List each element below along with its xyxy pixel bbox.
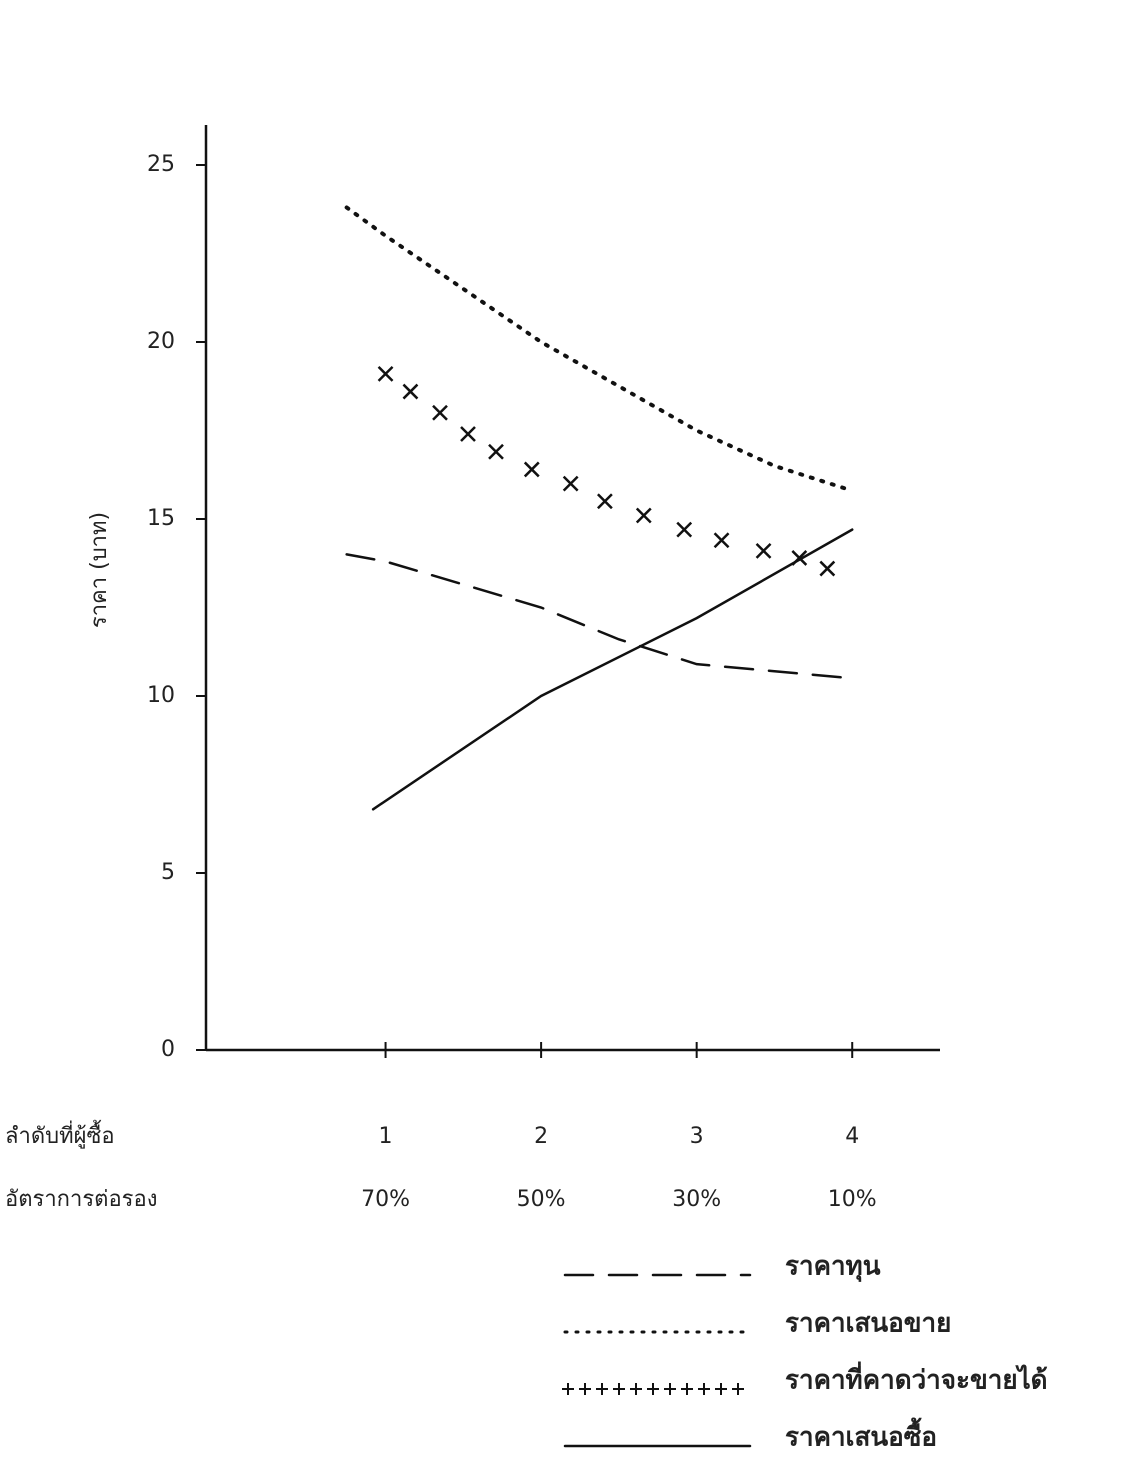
y-tick-label: 10: [147, 683, 175, 708]
cross-marker: [820, 562, 834, 576]
x-row-label: ลำดับที่ผู้ซื้อ: [5, 1120, 115, 1149]
y-tick-label: 20: [147, 329, 175, 354]
legend-label: ราคาเสนอซื้อ: [785, 1417, 937, 1453]
x-second-label: 70%: [361, 1187, 410, 1212]
cross-marker: [757, 544, 771, 558]
x-tick-label: 2: [534, 1124, 548, 1149]
y-tick-label: 5: [161, 860, 175, 885]
cross-marker: [379, 367, 393, 381]
x-tick-label: 3: [690, 1124, 704, 1149]
legend-symbol: [562, 1383, 574, 1395]
legend-symbol: [681, 1383, 693, 1395]
x-second-label: 50%: [517, 1187, 566, 1212]
legend-symbol: [579, 1383, 591, 1395]
cross-marker: [564, 477, 578, 491]
cross-marker: [598, 494, 612, 508]
legend-symbol: [647, 1383, 659, 1395]
legend-symbol: [732, 1383, 744, 1395]
cross-marker: [403, 385, 417, 399]
legend-symbol: [715, 1383, 727, 1395]
legend-label: ราคาทุน: [785, 1252, 881, 1283]
x-tick-label: 4: [845, 1124, 859, 1149]
series-line: [373, 530, 852, 810]
chart: ราคา (บาท) ลำดับที่ผู้ซื้อ อัตราการต่อรอ…: [0, 0, 1124, 1479]
legend-symbol: [630, 1383, 642, 1395]
legend-symbol: [596, 1383, 608, 1395]
legend-symbol: [664, 1383, 676, 1395]
x-second-label: 30%: [672, 1187, 721, 1212]
cross-marker: [715, 533, 729, 547]
y-tick-label: 25: [147, 152, 175, 177]
cross-marker: [637, 508, 651, 522]
cross-marker: [489, 445, 503, 459]
series-line: [347, 207, 853, 490]
y-tick-label: 15: [147, 506, 175, 531]
legend-symbol: [613, 1383, 625, 1395]
y-axis-label: ราคา (บาท): [87, 512, 112, 628]
cross-marker: [461, 427, 475, 441]
y-tick-label: 0: [161, 1037, 175, 1062]
legend-symbol: [698, 1383, 710, 1395]
cross-marker: [525, 462, 539, 476]
cross-marker: [433, 406, 447, 420]
x-second-label: 10%: [828, 1187, 877, 1212]
legend-label: ราคาที่คาดว่าจะขายได้: [785, 1361, 1048, 1396]
cross-marker: [677, 523, 691, 537]
legend-label: ราคาเสนอขาย: [785, 1309, 951, 1339]
x-row-label: อัตราการต่อรอง: [5, 1187, 157, 1212]
x-tick-label: 1: [379, 1124, 393, 1149]
